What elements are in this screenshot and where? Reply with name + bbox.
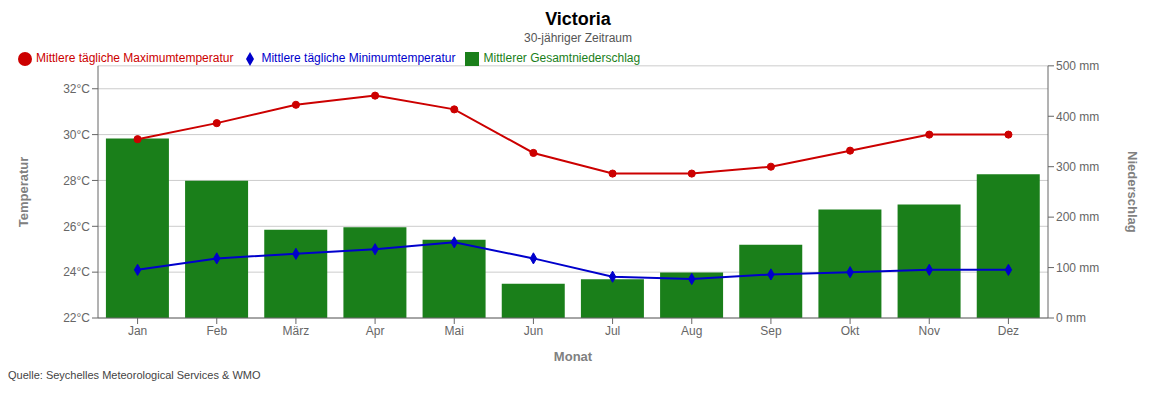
svg-text:Feb: Feb	[206, 324, 227, 338]
svg-text:32°C: 32°C	[63, 82, 90, 96]
svg-text:Apr: Apr	[366, 324, 385, 338]
svg-text:26°C: 26°C	[63, 220, 90, 234]
svg-text:200 mm: 200 mm	[1056, 210, 1099, 224]
html-text:Victoria: Victoria	[545, 9, 611, 29]
svg-text:Aug: Aug	[681, 324, 702, 338]
svg-text:100 mm: 100 mm	[1056, 261, 1099, 275]
svg-text:Dez: Dez	[998, 324, 1019, 338]
svg-text:Nov: Nov	[919, 324, 940, 338]
svg-text:Sep: Sep	[760, 324, 782, 338]
svg-text:Jan: Jan	[128, 324, 147, 338]
html-text:Mittlere tägliche Minimumtempe: Mittlere tägliche Minimumtemperatur	[261, 51, 456, 65]
svg-text:Okt: Okt	[841, 324, 860, 338]
svg-text:Jun: Jun	[524, 324, 543, 338]
svg-text:Monat: Monat	[554, 349, 593, 364]
html-text:30-jähriger Zeitraum: 30-jähriger Zeitraum	[524, 31, 632, 45]
svg-text:Jul: Jul	[605, 324, 620, 338]
svg-text:300 mm: 300 mm	[1056, 160, 1099, 174]
html-text:Mittlerer Gesamtniederschlag: Mittlerer Gesamtniederschlag	[483, 51, 641, 65]
svg-text:Niederschlag: Niederschlag	[1125, 151, 1140, 233]
html-text:Mittlere tägliche Maximumtempe: Mittlere tägliche Maximumtemperatur	[36, 51, 234, 65]
svg-text:24°C: 24°C	[63, 265, 90, 279]
svg-text:400 mm: 400 mm	[1056, 110, 1099, 124]
svg-text:März: März	[283, 324, 310, 338]
svg-text:28°C: 28°C	[63, 174, 90, 188]
svg-text:Mai: Mai	[445, 324, 464, 338]
svg-text:Temperatur: Temperatur	[16, 157, 31, 228]
svg-text:22°C: 22°C	[63, 311, 90, 325]
html-text:Quelle: Seychelles Meteorologi: Quelle: Seychelles Meteorological Servic…	[8, 369, 261, 381]
svg-text:500 mm: 500 mm	[1056, 59, 1099, 73]
svg-text:0 mm: 0 mm	[1056, 311, 1086, 325]
svg-text:30°C: 30°C	[63, 128, 90, 142]
